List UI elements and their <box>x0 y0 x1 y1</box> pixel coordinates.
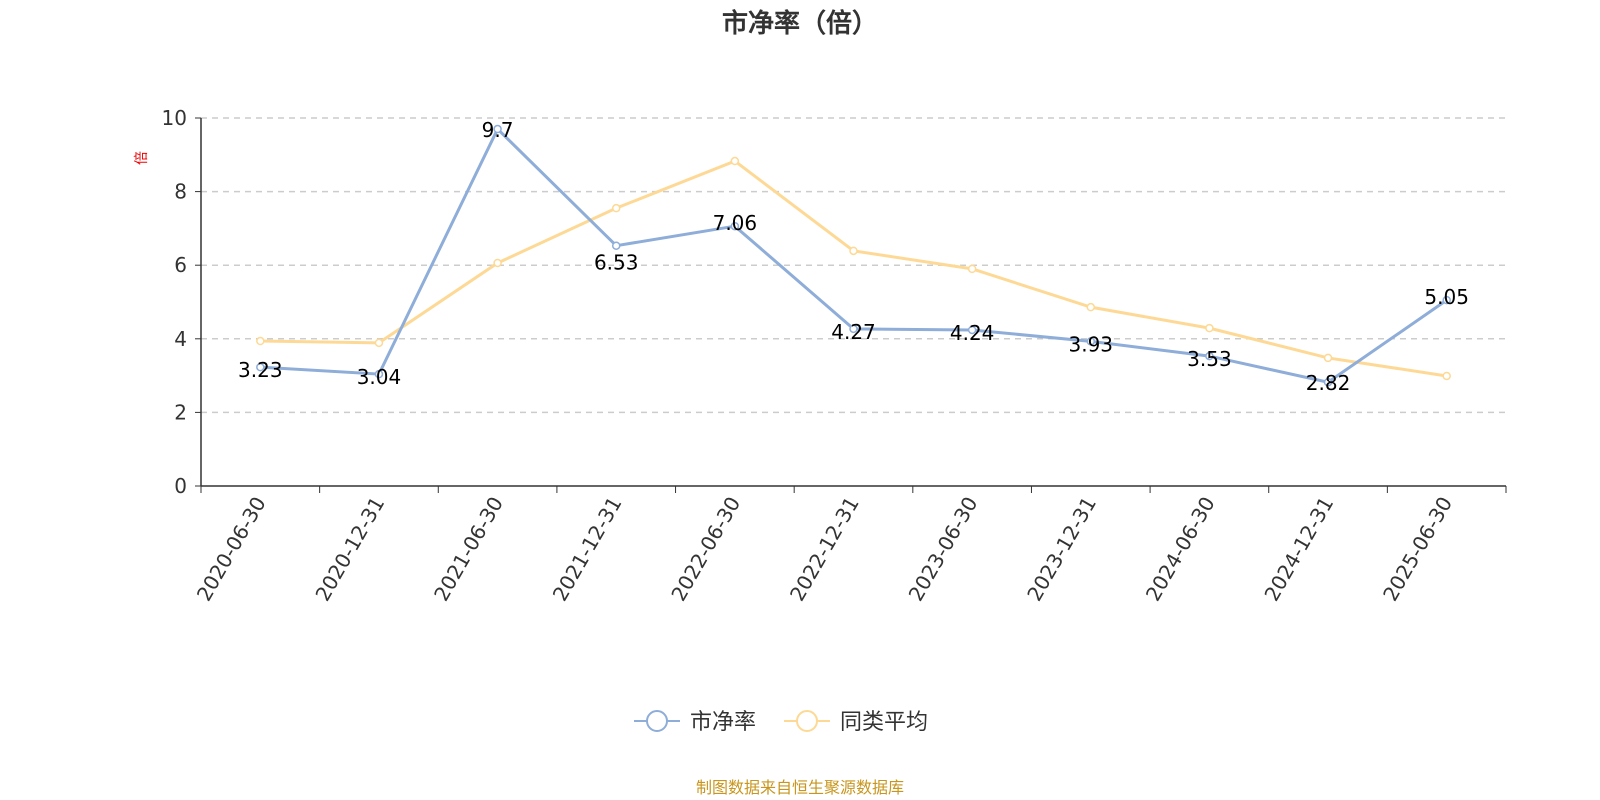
data-point[interactable] <box>1323 353 1333 363</box>
x-tick-label: 2020-06-30 <box>192 493 271 606</box>
data-point[interactable] <box>849 246 858 256</box>
data-point[interactable] <box>1442 371 1451 381</box>
data-point[interactable] <box>1086 337 1096 346</box>
legend-item-1[interactable]: 同类平均 <box>784 710 928 735</box>
data-point[interactable] <box>256 336 265 346</box>
data-label: 6.53 <box>594 251 639 275</box>
data-label: 3.53 <box>1187 347 1232 371</box>
data-point[interactable] <box>493 258 502 268</box>
source-note: 制图数据来自恒生聚源数据库 <box>696 778 904 797</box>
data-label: 4.27 <box>831 320 876 344</box>
chart-title: 市净率（倍） <box>722 8 878 39</box>
data-point[interactable] <box>730 156 740 166</box>
legend-circle-icon <box>646 710 668 732</box>
legend: 市净率 同类平均 <box>634 710 928 735</box>
data-point[interactable] <box>849 324 858 334</box>
data-label: 2.82 <box>1306 371 1351 395</box>
data-label: 3.93 <box>1069 332 1114 356</box>
data-point[interactable] <box>1086 302 1096 312</box>
data-label: 4.24 <box>950 321 995 345</box>
y-tick-label: 0 <box>174 474 187 498</box>
x-tick-label: 2023-06-30 <box>904 493 983 606</box>
legend-circle-icon <box>796 710 818 732</box>
data-point[interactable] <box>967 264 977 274</box>
data-point[interactable] <box>1323 377 1333 387</box>
x-tick-label: 2022-12-31 <box>785 493 864 606</box>
data-label: 3.04 <box>357 365 402 389</box>
y-tick-label: 10 <box>162 106 187 130</box>
x-tick-label: 2021-12-31 <box>548 493 627 606</box>
data-label: 3.23 <box>238 358 283 382</box>
data-point[interactable] <box>374 338 384 348</box>
data-point[interactable] <box>1205 323 1214 333</box>
legend-label: 同类平均 <box>840 710 928 735</box>
y-tick-label: 8 <box>174 180 187 204</box>
y-tick-label: 4 <box>174 327 187 351</box>
x-tick-label: 2025-06-30 <box>1378 493 1457 606</box>
data-point[interactable] <box>374 369 384 379</box>
data-label: 5.05 <box>1424 285 1469 309</box>
data-point[interactable] <box>1442 295 1451 305</box>
x-tick-label: 2021-06-30 <box>429 493 508 606</box>
y-tick-label: 6 <box>174 253 187 277</box>
x-tick-label: 2023-12-31 <box>1022 493 1101 606</box>
x-tick-label: 2024-12-31 <box>1259 493 1338 606</box>
data-label: 9.7 <box>482 118 514 142</box>
legend-item-0[interactable]: 市净率 <box>634 710 756 735</box>
x-tick-label: 2020-12-31 <box>310 493 389 606</box>
data-point[interactable] <box>493 124 502 134</box>
data-point[interactable] <box>1205 351 1214 361</box>
data-label: 7.06 <box>713 211 758 235</box>
y-axis-label: 倍 <box>134 151 150 165</box>
x-tick-label: 2024-06-30 <box>1141 493 1220 606</box>
data-point[interactable] <box>730 221 740 231</box>
data-point[interactable] <box>256 362 265 372</box>
legend-label: 市净率 <box>690 710 756 735</box>
y-tick-label: 2 <box>174 400 187 424</box>
x-tick-label: 2022-06-30 <box>666 493 745 606</box>
data-point[interactable] <box>967 325 977 335</box>
data-point[interactable] <box>611 241 621 250</box>
data-point[interactable] <box>611 203 621 213</box>
